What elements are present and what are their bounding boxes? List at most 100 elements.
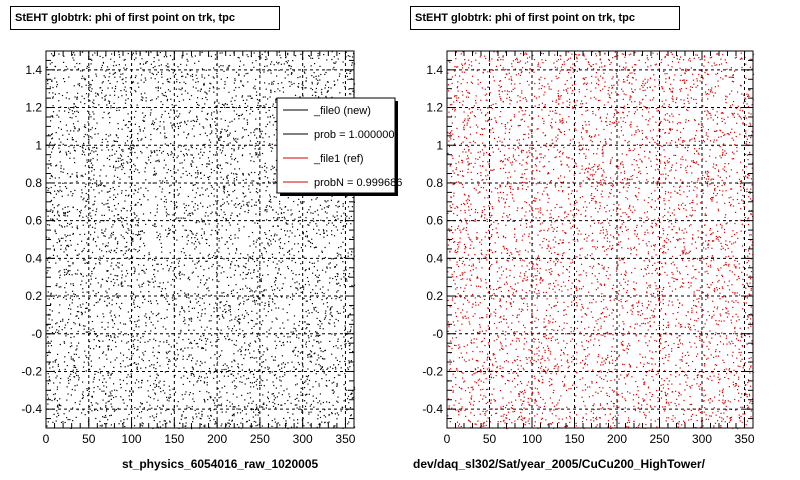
left-scatter-point [299,287,301,289]
left-scatter-point [236,249,238,251]
left-scatter-point [253,350,255,352]
left-scatter-point [117,214,120,216]
left-scatter-point [51,138,53,140]
left-scatter-point [343,400,345,402]
left-scatter-point [284,363,286,365]
left-scatter-point [269,194,271,196]
left-scatter-point [105,405,107,407]
left-scatter-point [96,336,98,338]
left-scatter-point [112,73,114,75]
left-scatter-point [225,411,227,413]
left-scatter-point [120,284,122,286]
left-scatter-point [229,121,231,123]
left-scatter-point [238,266,240,268]
left-scatter-point [317,281,319,283]
left-scatter-point [97,371,99,373]
left-scatter-point [230,214,232,216]
left-scatter-point [46,66,48,68]
left-scatter-point [180,290,182,292]
left-scatter-point [213,371,215,373]
left-scatter-point [231,420,233,422]
left-scatter-point [136,367,138,369]
left-scatter-point [108,159,111,161]
left-scatter-point [184,90,186,92]
left-scatter-point [99,221,101,223]
left-scatter-point [287,399,289,402]
left-scatter-point [181,93,183,95]
left-scatter-point [319,233,321,236]
left-scatter-point [201,228,203,230]
left-scatter-point [173,308,175,310]
left-scatter-point [92,147,94,149]
left-scatter-point [336,291,338,293]
left-scatter-point [130,77,132,79]
left-scatter-point [168,268,170,270]
left-scatter-point [291,298,294,300]
left-scatter-point [113,90,116,92]
left-scatter-point [286,341,288,343]
left-scatter-point [304,87,306,89]
left-scatter-point [288,257,290,259]
left-scatter-point [256,91,258,93]
left-scatter-point [107,141,109,143]
left-scatter-point [156,208,158,210]
left-scatter-point [262,294,264,296]
left-scatter-point [343,212,345,214]
left-scatter-point [195,87,197,89]
left-scatter-point [223,295,225,297]
left-scatter-point [71,302,73,304]
left-scatter-point [152,174,155,176]
left-scatter-point [185,425,187,427]
left-scatter-point [223,190,225,192]
left-scatter-point [174,374,176,376]
left-scatter-point [239,322,241,324]
left-scatter-point [164,288,167,290]
left-scatter-point [209,175,211,178]
left-scatter-point [93,189,95,191]
left-scatter-point [144,245,146,247]
left-scatter-point [329,308,332,310]
left-scatter-point [114,220,116,222]
left-scatter-point [157,320,159,322]
left-scatter-point [203,84,205,86]
left-scatter-point [76,110,78,112]
left-scatter-point [48,146,50,148]
left-scatter-point [238,321,240,323]
left-scatter-point [233,82,235,84]
left-scatter-point [163,384,165,386]
left-scatter-point [50,186,52,189]
left-scatter-point [203,302,205,304]
left-scatter-point [101,232,103,234]
left-scatter-point [329,267,331,269]
left-scatter-point [331,389,333,391]
left-scatter-point [237,56,239,59]
left-scatter-point [331,306,333,308]
left-scatter-point [59,121,62,123]
left-scatter-point [324,416,327,418]
left-scatter-point [183,159,186,161]
left-scatter-point [233,274,235,276]
left-scatter-point [228,305,230,307]
left-scatter-point [52,96,54,98]
left-scatter-point [65,298,67,300]
left-scatter-point [226,392,228,394]
left-scatter-point [333,346,335,348]
left-scatter-point [134,407,136,409]
left-scatter-point [237,161,239,163]
left-scatter-point [76,98,78,100]
left-scatter-point [64,356,66,358]
left-scatter-point [329,323,331,325]
left-scatter-point [66,225,68,227]
left-scatter-point [172,59,174,61]
left-scatter-point [166,264,168,267]
left-scatter-point [91,320,93,323]
left-scatter-point [233,110,235,112]
left-scatter-point [253,411,255,413]
left-scatter-point [158,161,160,163]
left-scatter-point [302,231,304,234]
left-scatter-point [225,311,227,313]
left-scatter-point [130,364,132,366]
left-scatter-point [237,204,239,206]
left-scatter-point [175,277,178,279]
left-scatter-point [318,423,320,425]
